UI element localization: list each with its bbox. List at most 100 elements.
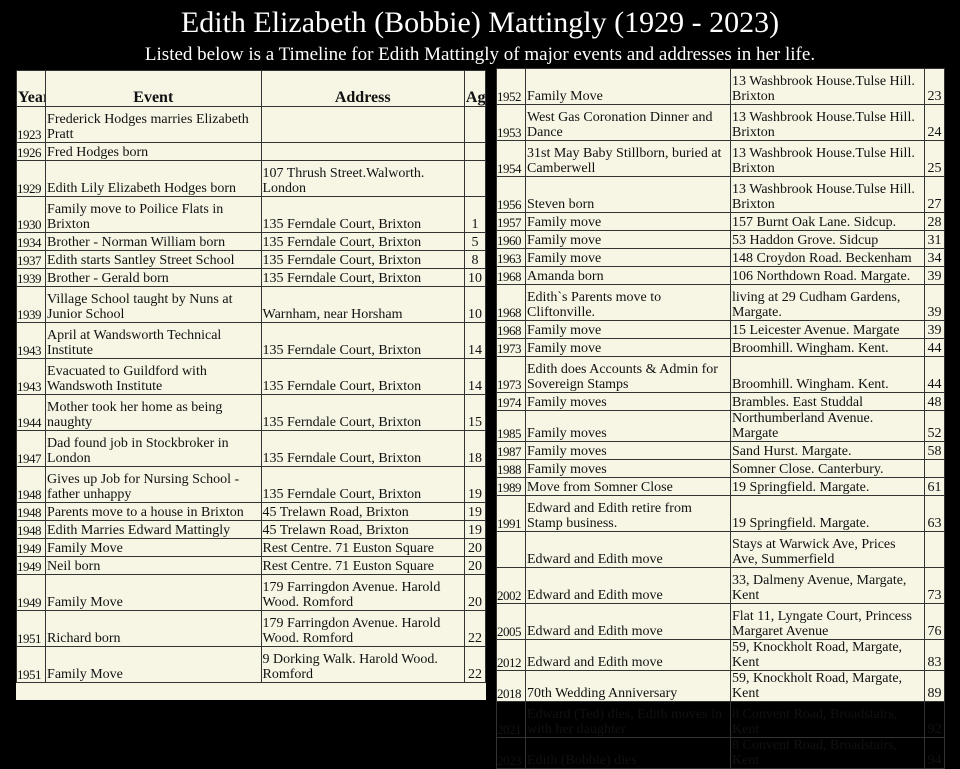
address-cell: Brambles. East Studdal xyxy=(730,392,925,411)
year-cell xyxy=(496,531,526,568)
table-row: 1973 Edith does Accounts & Admin for Sove… xyxy=(496,356,945,393)
event-cell: Edith`s Parents move to Cliftonville. xyxy=(525,284,731,321)
table-row: 1974 Family moves Brambles. East Studdal 48 xyxy=(496,392,945,411)
address-cell: 33, Dalmeny Avenue, Margate, Kent xyxy=(730,567,925,604)
year-cell: 1944 xyxy=(15,394,47,431)
address-cell: 157 Burnt Oak Lane. Sidcup. xyxy=(730,212,925,231)
address-cell: Somner Close. Canterbury. xyxy=(730,459,925,478)
event-cell: Fred Hodges born xyxy=(45,142,262,161)
table-row: 1991 Edward and Edith retire from Stamp b… xyxy=(496,495,945,532)
age-cell: 22 xyxy=(463,610,487,647)
event-cell: Amanda born xyxy=(525,266,731,285)
age-cell: 27 xyxy=(924,176,945,213)
age-cell: 25 xyxy=(924,140,945,177)
address-cell: Rest Centre. 71 Euston Square xyxy=(260,538,465,557)
table-row: 1939 Brother - Gerald born 135 Ferndale Co… xyxy=(15,268,487,287)
age-cell: 28 xyxy=(924,212,945,231)
table-row: 1987 Family moves Sand Hurst. Margate. 58 xyxy=(496,441,945,460)
event-cell: Family move xyxy=(525,212,731,231)
year-cell: 1923 xyxy=(15,106,47,143)
address-cell: 15 Leicester Avenue. Margate xyxy=(730,320,925,339)
year-cell: 1957 xyxy=(496,212,526,231)
event-cell: Family moves xyxy=(525,392,731,411)
table-row: 1934 Brother - Norman William born 135 Fer… xyxy=(15,232,487,251)
address-cell: 13 Washbrook House.Tulse Hill. Brixton xyxy=(730,140,925,177)
year-cell: 1949 xyxy=(15,556,47,575)
age-cell: 83 xyxy=(924,639,945,671)
year-cell: 1968 xyxy=(496,320,526,339)
year-cell: 1947 xyxy=(15,430,47,467)
event-cell: Gives up Job for Nursing School - father… xyxy=(45,466,262,503)
page-title: Edith Elizabeth (Bobbie) Mattingly (1929… xyxy=(180,6,780,39)
table-row: 1943 April at Wandsworth Technical Instit… xyxy=(15,322,487,359)
year-cell: 1968 xyxy=(496,284,526,321)
event-cell: Family moves xyxy=(525,459,731,478)
table-row: 1960 Family move 53 Haddon Grove. Sidcup 31 xyxy=(496,230,945,249)
table-row: 1968 Edith`s Parents move to Cliftonville… xyxy=(496,284,945,321)
age-cell: 44 xyxy=(924,356,945,393)
address-cell: 148 Croydon Road. Beckenham xyxy=(730,248,925,267)
age-cell: 22 xyxy=(463,646,487,683)
year-cell: 1956 xyxy=(496,176,526,213)
age-cell: 44 xyxy=(924,338,945,357)
event-cell: Family move xyxy=(525,230,731,249)
table-row: 1949 Family Move 179 Farringdon Avenue. Ha… xyxy=(15,574,487,611)
year-cell: 1948 xyxy=(15,520,47,539)
address-cell: 19 Springfield. Margate. xyxy=(730,495,925,532)
year-cell: 1968 xyxy=(496,266,526,285)
timeline-table-right: 1952 Family Move 13 Washbrook House.Tulse … xyxy=(496,68,945,769)
table-row: 1952 Family Move 13 Washbrook House.Tulse … xyxy=(496,68,945,105)
address-cell: 13 Washbrook House.Tulse Hill. Brixton xyxy=(730,176,925,213)
table-row: 1951 Richard born 179 Farringdon Avenue. H… xyxy=(15,610,487,647)
event-cell: Family Move xyxy=(525,68,731,105)
event-cell: Edward and Edith move xyxy=(525,567,731,604)
table-row: 1939 Village School taught by Nuns at Jun… xyxy=(15,286,487,323)
age-cell: 19 xyxy=(463,502,487,521)
table-row: 1930 Family move to Poilice Flats in Brix… xyxy=(15,196,487,233)
address-cell: 13 Washbrook House.Tulse Hill. Brixton xyxy=(730,68,925,105)
age-cell: 14 xyxy=(463,322,487,359)
address-cell: 53 Haddon Grove. Sidcup xyxy=(730,230,925,249)
table-row: 1943 Evacuated to Guildford with Wandswot… xyxy=(15,358,487,395)
year-cell: 1929 xyxy=(15,160,47,197)
timeline-rows-right: 1952 Family Move 13 Washbrook House.Tulse … xyxy=(496,68,945,769)
event-cell: Edith starts Santley Street School xyxy=(45,250,262,269)
age-cell: 10 xyxy=(463,268,487,287)
year-cell: 1952 xyxy=(496,68,526,105)
table-row: 1948 Gives up Job for Nursing School - fa… xyxy=(15,466,487,503)
address-cell: Warnham, near Horsham xyxy=(260,286,465,323)
year-cell: 1949 xyxy=(15,538,47,557)
event-cell: Brother - Norman William born xyxy=(45,232,262,251)
event-cell: Edward and Edith move xyxy=(525,639,731,671)
event-cell: Edward and Edith move xyxy=(525,531,731,568)
age-cell: 18 xyxy=(463,430,487,467)
year-cell: 1948 xyxy=(15,466,47,503)
age-cell: 76 xyxy=(924,603,945,640)
table-row: 1989 Move from Somner Close 19 Springfield… xyxy=(496,477,945,496)
year-cell: 1973 xyxy=(496,356,526,393)
year-cell: 1943 xyxy=(15,358,47,395)
table-row: 1963 Family move 148 Croydon Road. Beckenh… xyxy=(496,248,945,267)
age-cell: 20 xyxy=(463,574,487,611)
address-cell: 135 Ferndale Court, Brixton xyxy=(260,466,465,503)
age-cell: 19 xyxy=(463,520,487,539)
address-cell: Northumberland Avenue. Margate xyxy=(730,410,925,442)
event-cell: Edith (Bobbie) dies xyxy=(525,737,731,769)
address-cell: Broomhill. Wingham. Kent. xyxy=(730,356,925,393)
table-row: 2018 70th Wedding Anniversary 59, Knockhol… xyxy=(496,670,945,702)
address-cell: Broomhill. Wingham. Kent. xyxy=(730,338,925,357)
address-cell: living at 29 Cudham Gardens, Margate. xyxy=(730,284,925,321)
timeline-rows-left: 1923 Frederick Hodges marries Elizabeth P… xyxy=(15,106,487,683)
event-cell: Steven born xyxy=(525,176,731,213)
event-cell: Family Move xyxy=(45,574,262,611)
age-cell: 73 xyxy=(924,567,945,604)
age-cell: 89 xyxy=(924,670,945,702)
event-cell: Village School taught by Nuns at Junior … xyxy=(45,286,262,323)
age-cell: 14 xyxy=(463,358,487,395)
address-cell: 8 Convent Road, Broadstairs, Kent xyxy=(730,737,925,769)
event-cell: Edward and Edith retire from Stamp busin… xyxy=(525,495,731,532)
address-cell: 135 Ferndale Court, Brixton xyxy=(260,430,465,467)
event-cell: West Gas Coronation Dinner and Dance xyxy=(525,104,731,141)
table-row: 2005 Edward and Edith move Flat 11, Lyngat… xyxy=(496,603,945,640)
age-cell: 63 xyxy=(924,495,945,532)
